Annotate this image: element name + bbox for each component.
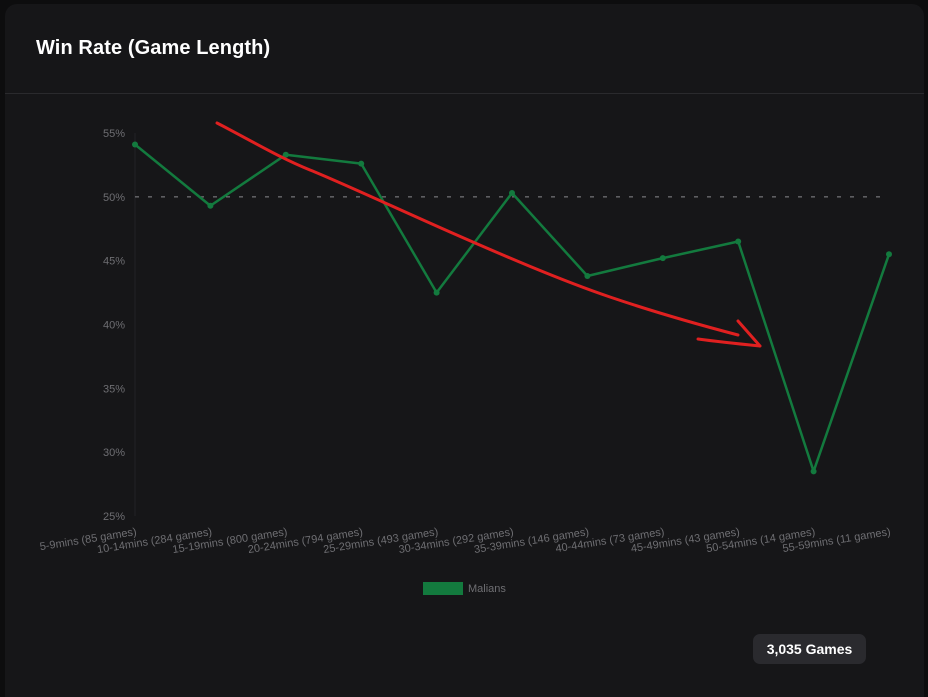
y-tick-label: 55% [103, 128, 125, 140]
trend-arrow-shaft [215, 121, 740, 337]
win-rate-card: Win Rate (Game Length) [5, 4, 924, 697]
data-point [207, 202, 214, 209]
trend-arrow-head [696, 319, 762, 348]
data-point [282, 151, 289, 158]
data-point [433, 289, 440, 296]
data-point [886, 251, 892, 258]
data-point [659, 255, 666, 262]
y-tick-label: 45% [103, 256, 125, 268]
y-tick-label: 25% [103, 511, 125, 523]
card-header: Win Rate (Game Length) [5, 4, 924, 94]
y-tick-label: 30% [103, 447, 125, 459]
data-point [358, 160, 365, 167]
total-games-badge: 3,035 Games [753, 634, 866, 664]
card-title: Win Rate (Game Length) [36, 37, 271, 59]
legend-swatch [423, 582, 463, 595]
data-point [810, 468, 817, 475]
data-point [509, 190, 515, 197]
y-tick-label: 40% [103, 320, 125, 332]
y-tick-label: 50% [103, 192, 125, 204]
y-tick-label: 35% [103, 383, 125, 395]
data-point [584, 272, 591, 279]
data-point [735, 238, 742, 245]
data-point [132, 141, 138, 148]
legend-label: Malians [468, 583, 506, 595]
